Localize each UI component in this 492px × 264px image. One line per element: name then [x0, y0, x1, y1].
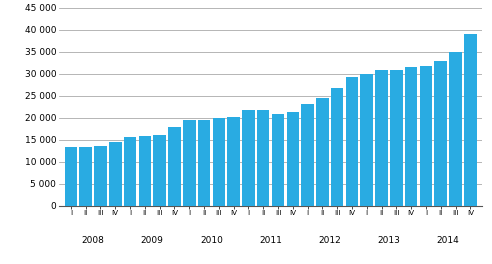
Bar	[183, 120, 195, 206]
Text: 2014: 2014	[437, 237, 460, 246]
Bar	[331, 88, 343, 206]
Bar	[272, 114, 284, 206]
Text: 2012: 2012	[318, 237, 341, 246]
Bar	[390, 69, 402, 206]
Bar	[420, 67, 432, 206]
Bar	[301, 104, 314, 206]
Bar	[375, 70, 388, 206]
Text: 2008: 2008	[82, 237, 104, 246]
Bar	[154, 135, 166, 206]
Bar	[227, 117, 240, 206]
Bar	[109, 142, 122, 206]
Bar	[139, 135, 151, 206]
Bar	[346, 77, 358, 206]
Text: 2009: 2009	[141, 237, 164, 246]
Bar	[257, 110, 270, 206]
Text: 2011: 2011	[259, 237, 282, 246]
Bar	[94, 146, 107, 206]
Bar	[434, 61, 447, 206]
Bar	[316, 98, 329, 206]
Bar	[449, 52, 462, 206]
Bar	[286, 112, 299, 206]
Bar	[405, 67, 417, 206]
Bar	[198, 120, 210, 206]
Bar	[124, 137, 136, 206]
Bar	[361, 74, 373, 206]
Bar	[79, 147, 92, 206]
Text: 2010: 2010	[200, 237, 223, 246]
Bar	[213, 118, 225, 206]
Text: 2013: 2013	[377, 237, 400, 246]
Bar	[242, 110, 255, 206]
Bar	[64, 147, 77, 206]
Bar	[464, 34, 477, 206]
Bar	[168, 127, 181, 206]
